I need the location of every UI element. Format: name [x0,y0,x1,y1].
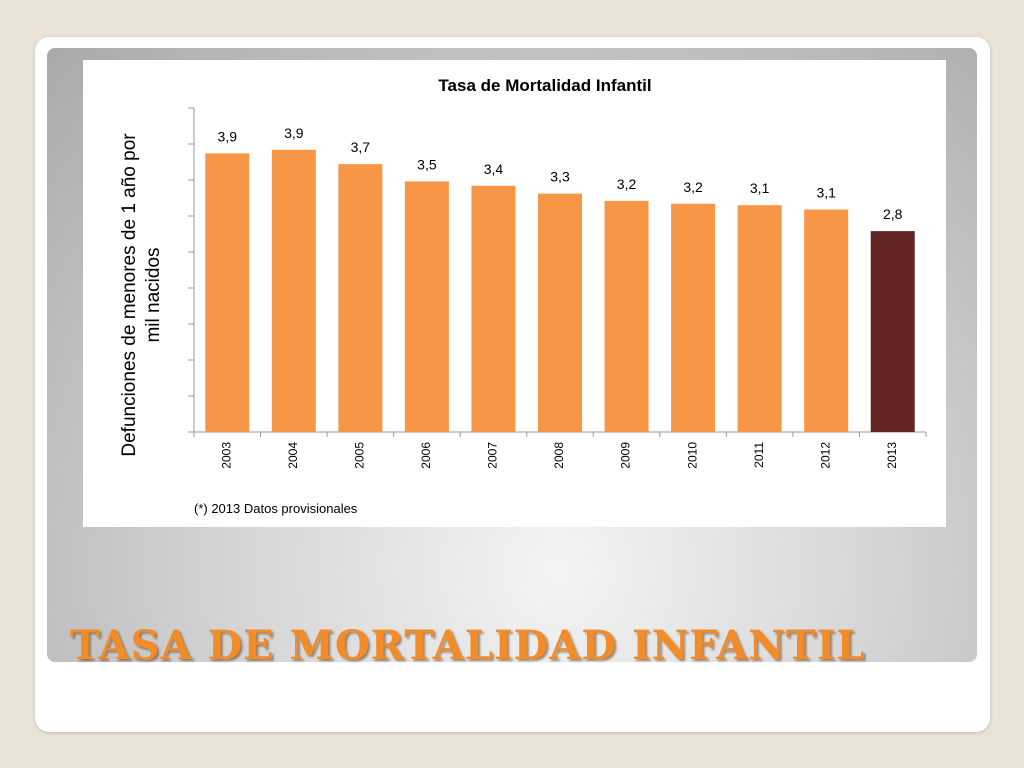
chart-value-labels: 3,9 3,9 3,7 3,5 3,4 3,3 3,2 3,2 3,1 3,1 2,8 [218,125,903,222]
x-tick-label-2010: 2010 [685,442,699,469]
bar-2008 [538,193,582,432]
chart-title: Tasa de Mortalidad Infantil [438,76,651,95]
value-label-2003: 3,9 [218,128,238,144]
y-axis-label-line-1: Defunciones de menores de 1 año por [119,133,140,457]
value-label-2011: 3,1 [750,180,770,196]
x-tick-label-2005: 2005 [353,442,367,469]
x-tick-label-2007: 2007 [486,442,500,469]
x-tick-label-2003: 2003 [219,442,233,469]
value-label-2008: 3,3 [550,169,570,185]
value-label-2010: 3,2 [683,179,703,195]
value-label-2013: 2,8 [883,206,903,222]
bar-2005 [338,164,383,432]
x-tick-label-2013: 2013 [885,442,899,469]
value-label-2012: 3,1 [816,185,836,201]
bar-2010 [671,203,716,432]
bar-2003 [205,153,250,433]
chart-footnote: (*) 2013 Datos provisionales [194,501,358,516]
y-axis-label: Defunciones de menores de 1 año por mil … [119,133,164,457]
bar-2006 [404,181,449,432]
slide-title: TASA DE MORTALIDAD INFANTIL [70,622,866,669]
value-label-2009: 3,2 [617,176,637,192]
x-tick-label-2009: 2009 [619,442,633,469]
bar-2011 [737,205,782,432]
x-tick-label-2008: 2008 [552,442,566,469]
bar-chart: Tasa de Mortalidad Infantil Defunciones … [119,76,927,516]
bar-2012 [804,209,849,432]
x-tick-label-2012: 2012 [818,442,832,469]
y-axis-label-line-2: mil nacidos [143,247,164,342]
x-tick-label-2006: 2006 [419,442,433,469]
value-label-2006: 3,5 [417,156,437,172]
chart-panel: Tasa de Mortalidad Infantil Defunciones … [83,60,946,527]
bar-2007 [471,185,516,432]
chart-bars [205,149,915,433]
value-label-2005: 3,7 [351,139,371,155]
bar-2013 [870,231,915,432]
bar-2004 [271,149,316,432]
chart-x-tick-labels: 2003 2004 2005 2006 2007 2008 2009 2010 2011 2012… [219,442,898,469]
value-label-2007: 3,4 [484,161,504,177]
x-tick-label-2011: 2011 [752,442,766,468]
x-tick-label-2004: 2004 [286,442,300,469]
value-label-2004: 3,9 [284,125,304,141]
bar-2009 [604,200,649,432]
